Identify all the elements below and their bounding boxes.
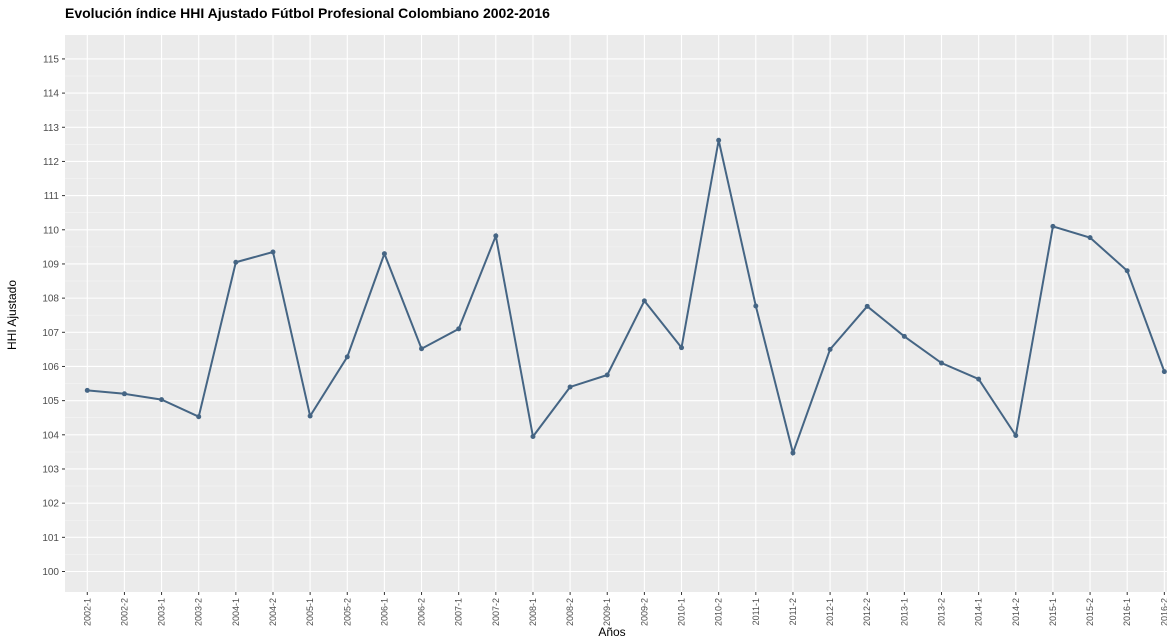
y-tick-label: 100 (42, 567, 59, 578)
x-tick-label: 2012-2 (862, 598, 872, 626)
data-point (976, 376, 982, 382)
y-axis-label: HHI Ajustado (5, 280, 19, 350)
data-point (864, 303, 870, 309)
x-tick-label: 2011-2 (788, 598, 798, 625)
y-tick-label: 108 (42, 294, 59, 305)
y-tick-label: 104 (42, 430, 59, 441)
x-tick-label: 2002-2 (119, 598, 129, 626)
y-tick-label: 114 (43, 89, 59, 100)
data-point (84, 387, 90, 393)
plot-panel (65, 35, 1167, 592)
data-point (419, 346, 425, 352)
x-tick-label: 2005-2 (342, 598, 352, 626)
y-tick-label: 109 (42, 259, 59, 270)
data-point (196, 414, 202, 420)
data-point (567, 384, 573, 390)
x-axis-label: Años (598, 625, 625, 639)
data-point (270, 249, 276, 255)
data-point (307, 413, 313, 419)
x-tick-label: 2014-1 (974, 598, 984, 626)
data-point (530, 434, 536, 440)
y-tick-label: 103 (42, 464, 59, 475)
x-tick-label: 2016-1 (1122, 598, 1132, 626)
data-point (753, 303, 759, 309)
y-tick-label: 102 (42, 499, 59, 510)
data-point (939, 360, 945, 366)
y-tick-label: 113 (43, 123, 59, 134)
y-tick-label: 112 (43, 157, 59, 168)
x-tick-label: 2009-1 (602, 598, 612, 626)
x-tick-label: 2013-2 (937, 598, 947, 626)
x-tick-label: 2016-2 (1159, 598, 1167, 626)
y-tick-label: 111 (44, 191, 60, 202)
data-point (121, 391, 127, 397)
x-tick-label: 2002-1 (82, 598, 92, 626)
x-tick-label: 2007-2 (491, 598, 501, 626)
y-tick-label: 106 (42, 362, 59, 373)
y-tick-label: 110 (43, 225, 59, 236)
x-tick-label: 2004-2 (268, 598, 278, 626)
data-point (790, 450, 796, 456)
x-tick-label: 2003-1 (157, 598, 167, 626)
x-tick-label: 2006-2 (417, 598, 427, 626)
x-tick-label: 2011-1 (751, 598, 761, 625)
x-tick-label: 2003-2 (194, 598, 204, 626)
data-point (1013, 432, 1019, 438)
data-point (1161, 369, 1167, 375)
x-tick-label: 2004-1 (231, 598, 241, 626)
data-point (456, 326, 462, 332)
x-tick-label: 2005-1 (305, 598, 315, 626)
x-tick-label: 2013-1 (899, 598, 909, 626)
chart-title: Evolución índice HHI Ajustado Fútbol Pro… (65, 5, 550, 21)
data-point (233, 259, 239, 265)
x-tick-label: 2010-2 (714, 598, 724, 626)
x-tick-label: 2007-1 (454, 598, 464, 626)
data-point (381, 251, 387, 257)
x-tick-label: 2006-1 (379, 598, 389, 626)
x-tick-label: 2012-1 (825, 598, 835, 626)
data-point (344, 354, 350, 360)
data-point (716, 137, 722, 143)
data-point (901, 333, 907, 339)
x-tick-label: 2008-1 (528, 598, 538, 626)
y-tick-label: 101 (42, 533, 59, 544)
data-point (827, 346, 833, 352)
data-point (1124, 268, 1130, 274)
y-tick-label: 105 (42, 396, 59, 407)
x-tick-label: 2008-2 (565, 598, 575, 626)
x-tick-label: 2015-2 (1085, 598, 1095, 626)
data-point (493, 233, 499, 239)
data-point (641, 298, 647, 304)
data-point (159, 397, 165, 403)
x-tick-label: 2015-1 (1048, 598, 1058, 626)
x-tick-label: 2014-2 (1011, 598, 1021, 626)
y-tick-label: 107 (42, 328, 59, 339)
x-tick-label: 2010-1 (677, 598, 687, 626)
data-point (1050, 223, 1056, 229)
data-point (1087, 235, 1093, 241)
data-point (679, 345, 685, 351)
x-tick-label: 2009-2 (639, 598, 649, 626)
data-line (87, 140, 1166, 457)
data-point (604, 372, 610, 378)
y-tick-label: 115 (43, 54, 59, 65)
